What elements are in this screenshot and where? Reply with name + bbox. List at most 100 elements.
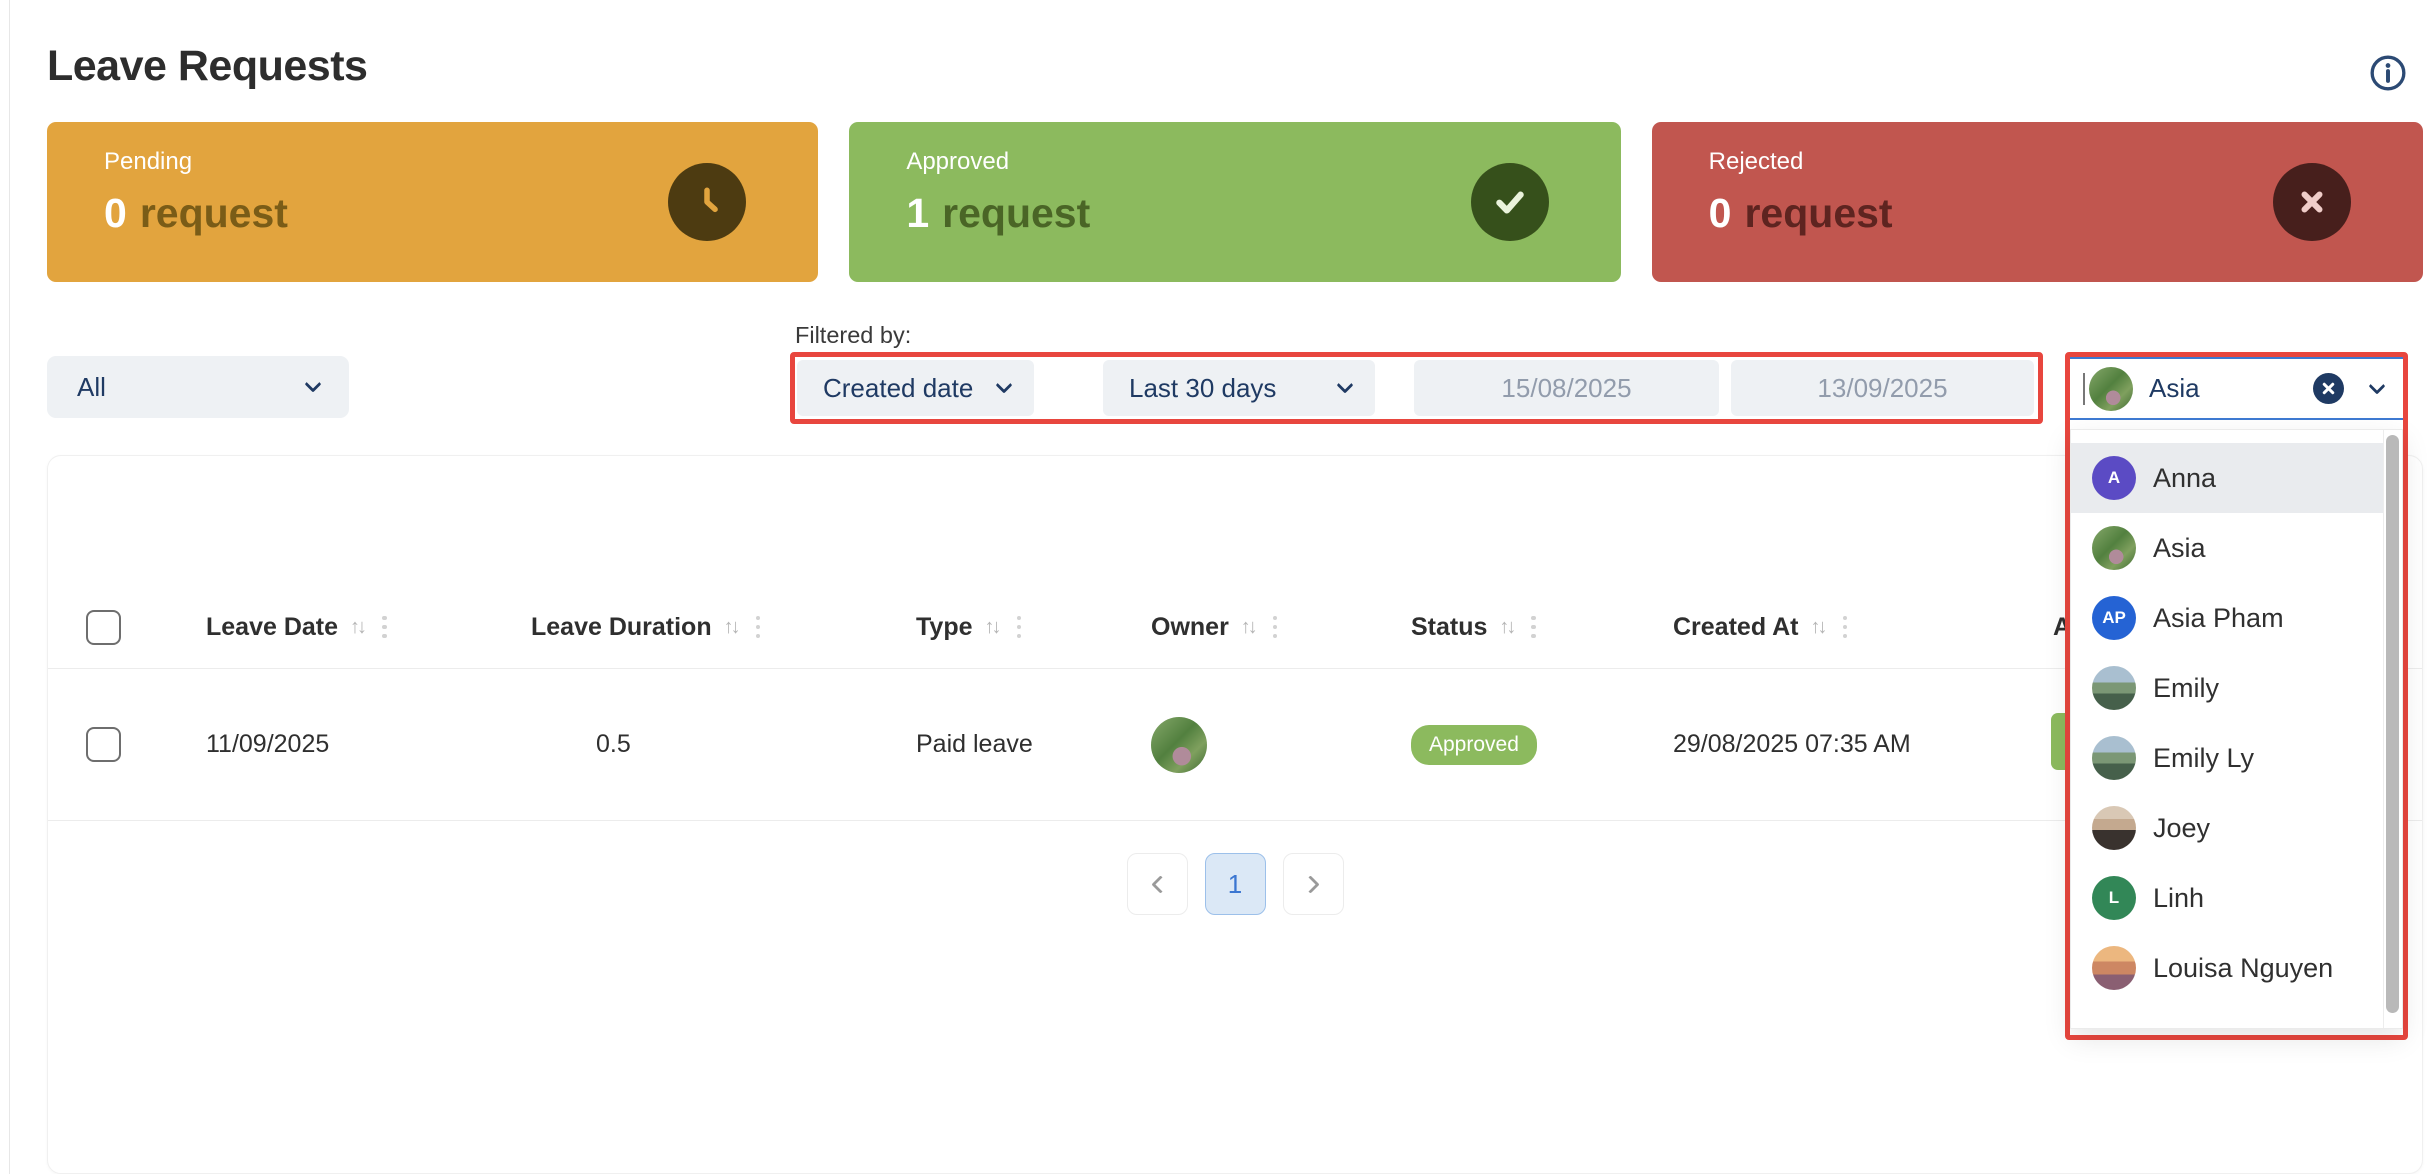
sort-icon[interactable]: ↑↓: [723, 615, 741, 638]
filtered-by-label: Filtered by:: [795, 322, 912, 348]
info-icon[interactable]: [2369, 54, 2407, 92]
column-header-type[interactable]: Type ↑↓: [916, 613, 1151, 642]
rejected-count: 0: [1708, 190, 1732, 236]
rejected-unit: request: [1744, 190, 1893, 236]
owner-selected-avatar: [2089, 366, 2133, 411]
column-header-created-at[interactable]: Created At ↑↓: [1673, 613, 2006, 642]
column-header-leave-duration[interactable]: Leave Duration ↑↓: [531, 613, 916, 642]
check-icon: [1470, 163, 1549, 241]
approved-count: 1: [906, 190, 930, 236]
chevron-down-icon: [995, 376, 1013, 394]
dropdown-scrollbar-thumb[interactable]: [2386, 435, 2399, 1013]
pagination-next-button[interactable]: [1282, 853, 1344, 915]
avatar: A: [2092, 456, 2136, 500]
page-number: 1: [1227, 868, 1243, 899]
owner-option-emily-ly[interactable]: Emily Ly: [2071, 723, 2383, 793]
avatar: [2092, 526, 2136, 570]
clear-selection-icon[interactable]: [2313, 373, 2344, 404]
dropdown-scrollbar-track: [2383, 430, 2402, 1028]
column-menu-icon[interactable]: [1531, 624, 1536, 630]
chevron-down-icon: [1336, 376, 1354, 394]
owner-option-label: Linh: [2153, 882, 2205, 913]
chevron-down-icon: [304, 375, 322, 393]
column-header-owner[interactable]: Owner ↑↓: [1151, 613, 1411, 642]
column-menu-icon[interactable]: [1016, 624, 1021, 630]
owner-option-label: Louisa Nguyen: [2153, 952, 2334, 983]
rejected-card-label: Rejected: [1708, 148, 1804, 175]
owner-option-label: Asia: [2153, 532, 2206, 563]
left-edge-divider: [9, 0, 10, 1174]
summary-cards: Pending 0 request Approved 1 request: [47, 122, 2423, 282]
status-cell: Approved: [1411, 724, 1673, 765]
leave-duration-cell: 0.5: [596, 730, 631, 758]
date-from-input[interactable]: [1414, 360, 1719, 416]
avatar: L: [2092, 876, 2136, 920]
pending-card-label: Pending: [104, 148, 193, 175]
owner-option-label: Asia Pham: [2153, 602, 2284, 633]
chevron-down-icon[interactable]: [2368, 377, 2386, 395]
owner-select[interactable]: Asia: [2070, 357, 2403, 420]
column-menu-icon[interactable]: [755, 624, 761, 630]
owner-option-anna[interactable]: A Anna: [2071, 443, 2383, 513]
column-menu-icon[interactable]: [1842, 624, 1847, 630]
pending-unit: request: [139, 190, 288, 236]
approved-card: Approved 1 request: [849, 122, 1621, 282]
owner-option-louisa-nguyen[interactable]: Louisa Nguyen: [2071, 933, 2383, 1003]
page-title: Leave Requests: [47, 42, 368, 90]
column-menu-icon[interactable]: [382, 624, 387, 630]
avatar: [2092, 806, 2136, 850]
owner-avatar: [1151, 716, 1207, 773]
owner-option-list: A Anna Asia AP Asia Pham Emily Emil: [2071, 430, 2402, 1003]
annotation-box-owner-filter: Asia A Anna Asia AP Asia Pham: [2065, 352, 2408, 1040]
pagination: 1: [48, 853, 2422, 915]
owner-option-asia[interactable]: Asia: [2071, 513, 2383, 583]
owner-option-label: Anna: [2153, 462, 2217, 493]
table-row: 11/09/2025 0.5 Paid leave Approved 29/08…: [48, 669, 2422, 821]
filter-field-value: Created date: [823, 372, 974, 403]
approved-unit: request: [942, 190, 1091, 236]
clock-icon: [668, 163, 747, 241]
sort-icon[interactable]: ↑↓: [1499, 615, 1516, 638]
column-header-status[interactable]: Status ↑↓: [1411, 613, 1673, 642]
chevron-right-icon: [1300, 874, 1320, 894]
owner-option-label: Joey: [2153, 812, 2211, 843]
filter-range-value: Last 30 days: [1129, 372, 1277, 403]
owner-option-joey[interactable]: Joey: [2071, 793, 2383, 863]
pagination-prev-button[interactable]: [1126, 853, 1188, 915]
date-to-input[interactable]: [1731, 360, 2034, 416]
annotation-box-date-filters: Created date Last 30 days: [790, 352, 2043, 424]
scope-select-value: All: [77, 371, 106, 402]
pagination-page-1-button[interactable]: 1: [1204, 853, 1266, 915]
filter-field-select[interactable]: Created date: [797, 360, 1034, 416]
pending-count: 0: [104, 190, 127, 236]
select-all-checkbox[interactable]: [86, 609, 121, 645]
owner-dropdown-panel: A Anna Asia AP Asia Pham Emily Emil: [2070, 429, 2403, 1029]
sort-icon[interactable]: ↑↓: [1810, 615, 1828, 638]
avatar: [2092, 736, 2136, 780]
owner-option-emily[interactable]: Emily: [2071, 653, 2383, 723]
filter-range-select[interactable]: Last 30 days: [1103, 360, 1375, 416]
leave-date-cell: 11/09/2025: [206, 730, 330, 758]
owner-option-asia-pham[interactable]: AP Asia Pham: [2071, 583, 2383, 653]
column-header-leave-date[interactable]: Leave Date ↑↓: [206, 613, 531, 642]
owner-cell: [1151, 716, 1411, 773]
created-at-cell: 29/08/2025 07:35 AM: [1673, 730, 1911, 758]
avatar: [2092, 946, 2136, 990]
sort-icon[interactable]: ↑↓: [1240, 615, 1258, 638]
owner-selected-name: Asia: [2149, 373, 2200, 403]
pending-card: Pending 0 request: [47, 122, 819, 282]
owner-option-linh[interactable]: L Linh: [2071, 863, 2383, 933]
owner-option-label: Emily Ly: [2153, 742, 2255, 773]
text-caret: [2083, 372, 2085, 405]
row-checkbox[interactable]: [86, 727, 121, 762]
owner-option-label: Emily: [2153, 672, 2219, 703]
rejected-card: Rejected 0 request: [1651, 122, 2423, 282]
sort-icon[interactable]: ↑↓: [350, 615, 367, 638]
chevron-left-icon: [1150, 874, 1170, 894]
scope-select[interactable]: All: [47, 356, 349, 418]
sort-icon[interactable]: ↑↓: [984, 615, 1002, 638]
column-menu-icon[interactable]: [1272, 624, 1278, 630]
cross-icon: [2272, 163, 2351, 241]
avatar: AP: [2092, 596, 2136, 640]
